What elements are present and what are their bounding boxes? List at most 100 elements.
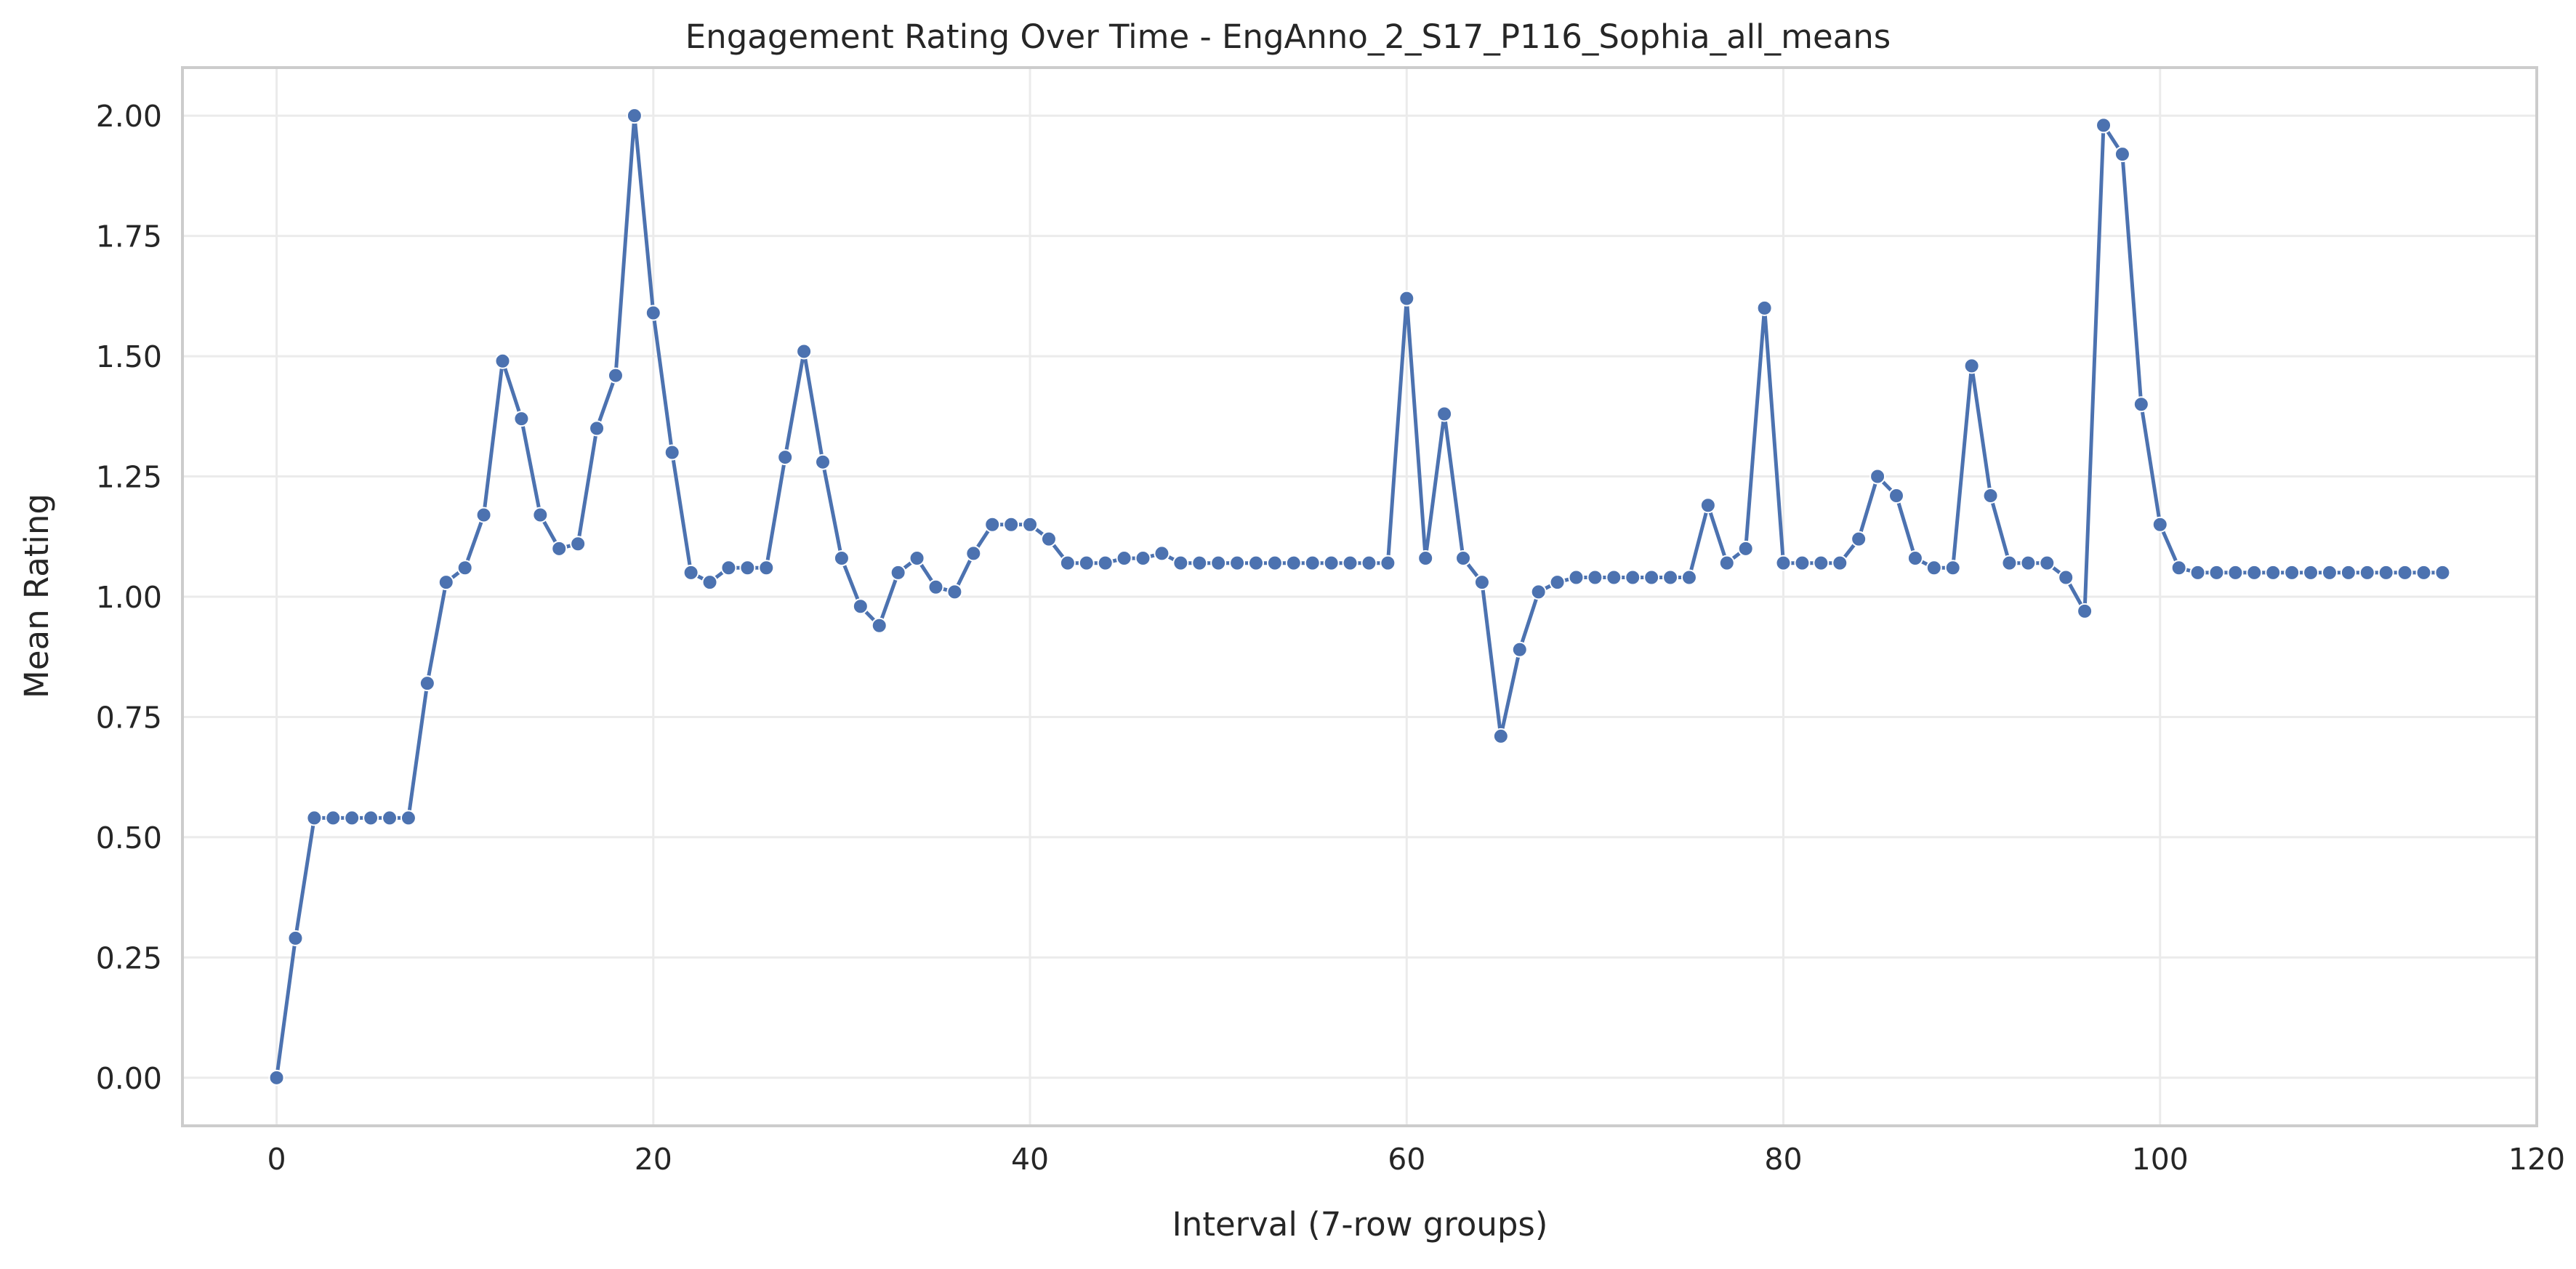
data-point	[1794, 555, 1811, 571]
data-point	[2415, 564, 2432, 581]
data-point	[400, 810, 416, 826]
data-point	[306, 810, 323, 826]
data-point	[965, 545, 982, 562]
data-point	[1078, 555, 1095, 571]
data-point	[1625, 569, 1641, 586]
data-point	[1135, 550, 1151, 567]
data-point	[1361, 555, 1377, 571]
data-point	[1756, 299, 1773, 316]
data-point	[2001, 555, 2018, 571]
data-point	[2152, 516, 2168, 533]
data-point	[1003, 516, 1020, 533]
data-point	[1323, 555, 1340, 571]
y-tick-label: 1.25	[96, 460, 162, 495]
data-point	[1888, 488, 1904, 504]
data-point	[1643, 569, 1660, 586]
data-point	[1737, 540, 1754, 557]
data-point	[833, 550, 850, 567]
y-axis-ticks: 0.00 0.25 0.50 0.75 1.00 1.25 1.50 1.75 2.00	[96, 99, 162, 1096]
y-tick-label: 1.50	[96, 339, 162, 374]
data-point	[2434, 564, 2451, 581]
data-point	[2227, 564, 2244, 581]
data-point	[494, 352, 511, 369]
data-point	[1154, 545, 1170, 562]
data-point	[890, 564, 906, 581]
data-point	[382, 810, 398, 826]
data-point	[1869, 468, 1886, 485]
data-point	[607, 367, 624, 384]
data-point	[1568, 569, 1585, 586]
data-point	[2321, 564, 2338, 581]
data-point	[758, 560, 775, 576]
data-point	[1925, 560, 1942, 576]
data-point	[363, 810, 379, 826]
data-point	[626, 108, 643, 124]
data-point	[1040, 531, 1057, 547]
data-point	[551, 540, 568, 557]
data-point	[1022, 516, 1039, 533]
data-point	[513, 411, 530, 427]
x-tick-label: 40	[1011, 1142, 1049, 1177]
data-point	[1380, 555, 1396, 571]
data-point	[1191, 555, 1208, 571]
data-point	[1944, 560, 1961, 576]
data-point	[2396, 564, 2413, 581]
data-point	[1587, 569, 1603, 586]
y-tick-label: 1.75	[96, 219, 162, 254]
x-axis-ticks: 0 20 40 60 80 100 120	[267, 1142, 2566, 1177]
data-point	[984, 516, 1001, 533]
data-point	[1247, 555, 1264, 571]
data-point	[2039, 555, 2056, 571]
y-tick-label: 0.25	[96, 940, 162, 975]
data-point	[532, 507, 549, 523]
y-tick-label: 2.00	[96, 99, 162, 134]
y-gridlines	[182, 114, 2537, 1079]
data-point	[2246, 564, 2263, 581]
data-point	[589, 420, 605, 437]
data-point	[1229, 555, 1246, 571]
data-point	[683, 564, 699, 581]
data-point	[2058, 569, 2074, 586]
data-point	[419, 675, 435, 692]
data-point	[1097, 555, 1114, 571]
data-point	[1699, 497, 1716, 514]
x-tick-label: 20	[635, 1142, 672, 1177]
data-point	[325, 810, 342, 826]
data-point	[1492, 728, 1509, 744]
data-point	[2378, 564, 2394, 581]
data-point	[720, 560, 737, 576]
data-point	[1059, 555, 1076, 571]
data-point	[1455, 550, 1472, 567]
data-point	[1681, 569, 1697, 586]
data-point	[1285, 555, 1302, 571]
data-point	[796, 343, 813, 360]
y-tick-label: 0.00	[96, 1061, 162, 1096]
data-point	[1813, 555, 1830, 571]
data-point	[2359, 564, 2375, 581]
data-point	[1530, 584, 1547, 600]
data-point	[1606, 569, 1622, 586]
x-tick-label: 120	[2508, 1142, 2565, 1177]
data-point	[1473, 574, 1490, 591]
data-point	[777, 449, 794, 466]
data-point	[287, 930, 304, 946]
y-tick-label: 0.75	[96, 700, 162, 735]
data-point	[2303, 564, 2319, 581]
data-point	[1210, 555, 1227, 571]
plot-frame	[181, 66, 2538, 1127]
data-point	[1662, 569, 1679, 586]
data-point	[739, 560, 756, 576]
data-point	[1963, 358, 1980, 374]
data-point	[909, 550, 925, 567]
y-tick-label: 1.00	[96, 580, 162, 615]
data-point	[927, 579, 944, 595]
series-markers	[268, 108, 2451, 1086]
data-point	[1172, 555, 1189, 571]
x-axis-label: Interval (7-row groups)	[1172, 1205, 1548, 1244]
data-point	[1851, 531, 1867, 547]
data-point	[815, 454, 832, 470]
data-point	[1436, 406, 1453, 422]
data-point	[2020, 555, 2037, 571]
